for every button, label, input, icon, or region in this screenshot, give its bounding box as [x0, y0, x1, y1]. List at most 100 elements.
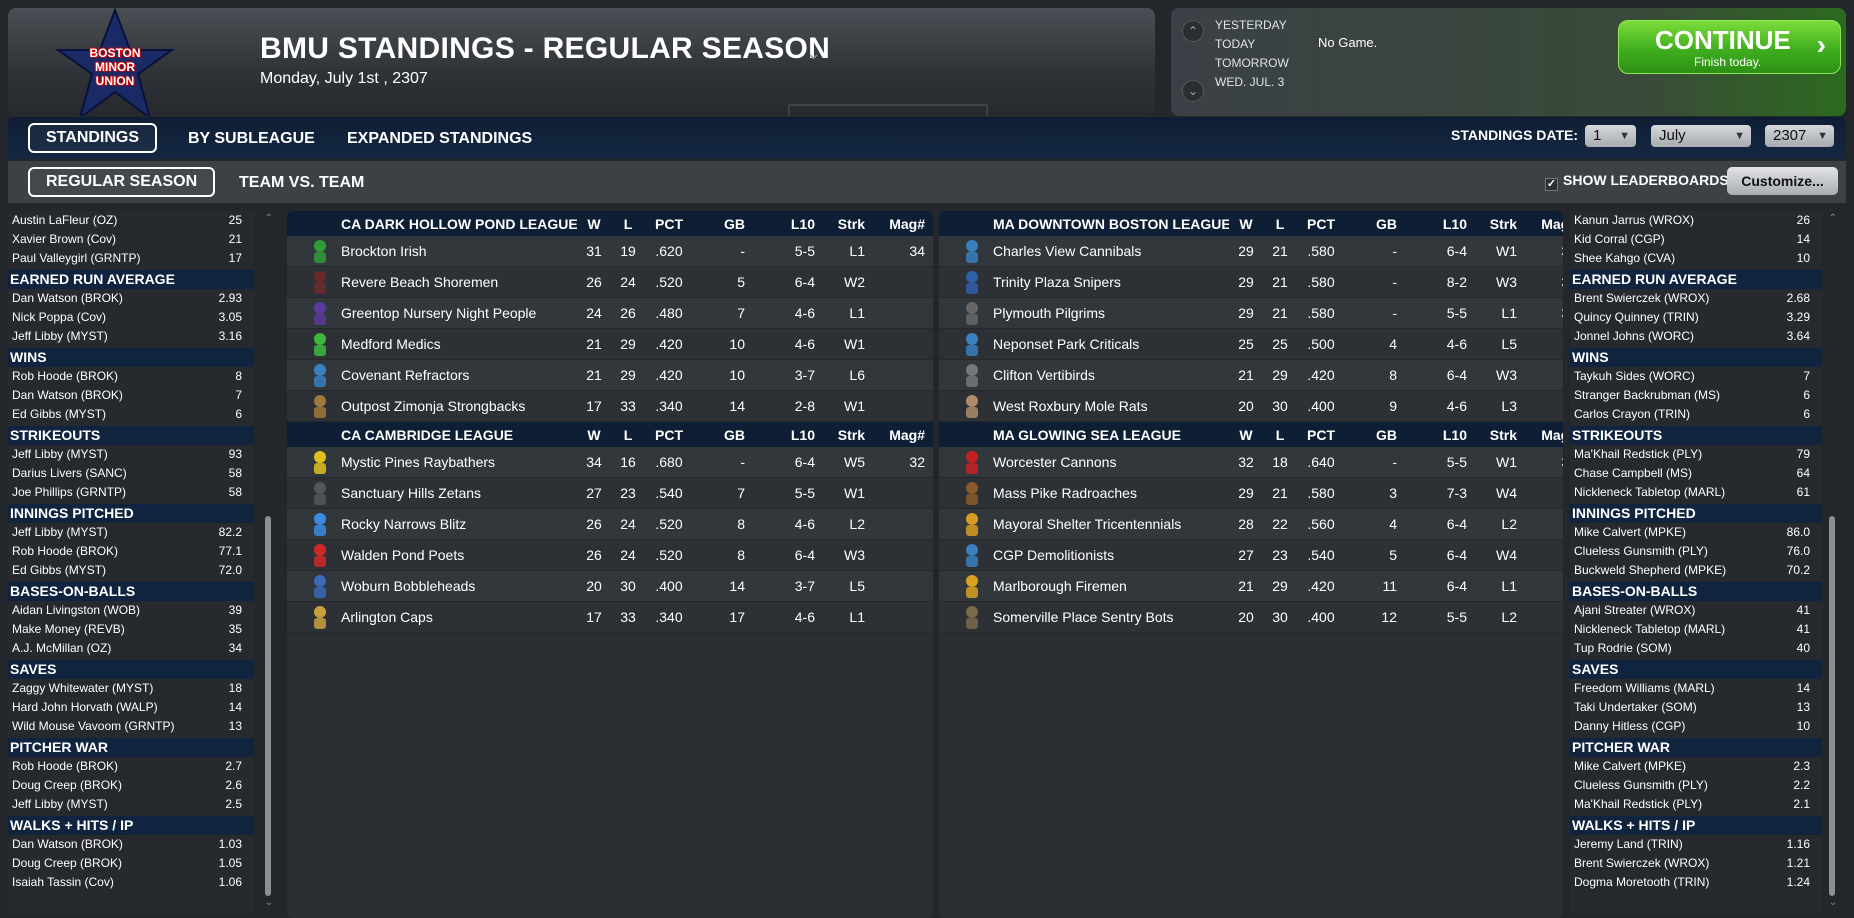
day-yesterday[interactable]: YESTERDAY: [1215, 18, 1287, 32]
team-row[interactable]: West Roxbury Mole Rats 20 30 .400 9 4-6 L3: [939, 391, 1563, 422]
leaderboard-row[interactable]: Buckweld Shepherd (MPKE) 70.2: [1570, 561, 1822, 580]
header-pct[interactable]: PCT: [1307, 426, 1335, 443]
team-row[interactable]: Revere Beach Shoremen 26 24 .520 5 6-4 W2: [287, 267, 933, 298]
tab-regular-season[interactable]: REGULAR SEASON: [28, 167, 216, 197]
header-w[interactable]: W: [587, 215, 601, 232]
continue-button[interactable]: CONTINUE Finish today. ›: [1618, 20, 1841, 74]
leaderboard-row[interactable]: Ma'Khail Redstick (PLY) 79: [1570, 445, 1822, 464]
team-name[interactable]: Outpost Zimonja Strongbacks: [341, 398, 526, 414]
leaderboard-row[interactable]: Jeff Libby (MYST) 3.16: [8, 327, 254, 346]
day-next[interactable]: WED. JUL. 3: [1215, 75, 1285, 89]
header-strk[interactable]: Strk: [837, 426, 865, 443]
standings-month-select[interactable]: July ▼: [1651, 125, 1751, 147]
header-pct[interactable]: PCT: [1307, 215, 1335, 232]
leaderboard-row[interactable]: Nick Poppa (Cov) 3.05: [8, 308, 254, 327]
leaderboard-row[interactable]: Clueless Gunsmith (PLY) 76.0: [1570, 542, 1822, 561]
team-row[interactable]: Mayoral Shelter Tricentennials 28 22 .560 4 6…: [939, 509, 1563, 540]
leaderboard-row[interactable]: Jonnel Johns (WORC) 3.64: [1570, 327, 1822, 346]
leaderboard-row[interactable]: Wild Mouse Vavoom (GRNTP) 13: [8, 717, 254, 736]
header-l10[interactable]: L10: [790, 215, 815, 232]
tab-expanded-standings[interactable]: EXPANDED STANDINGS: [347, 130, 533, 147]
leaderboard-row[interactable]: Nickleneck Tabletop (MARL) 41: [1570, 620, 1822, 639]
team-name[interactable]: Sanctuary Hills Zetans: [341, 485, 482, 501]
team-name[interactable]: Neponset Park Criticals: [993, 336, 1140, 352]
team-row[interactable]: Charles View Cannibals 29 21 .580 - 6-4 W139: [939, 236, 1563, 267]
leaderboard-row[interactable]: Ed Gibbs (MYST) 6: [8, 405, 254, 424]
team-row[interactable]: Arlington Caps 17 33 .340 17 4-6 L1: [287, 602, 933, 633]
leaderboard-row[interactable]: A.J. McMillan (OZ) 34: [8, 639, 254, 658]
team-row[interactable]: Covenant Refractors 21 29 .420 10 3-7 L6: [287, 360, 933, 391]
checkbox-checked-icon[interactable]: ✓: [1545, 178, 1558, 191]
team-row[interactable]: Somerville Place Sentry Bots 20 30 .400 12 5-…: [939, 602, 1563, 633]
team-row[interactable]: Walden Pond Poets 26 24 .520 8 6-4 W3: [287, 540, 933, 571]
team-name[interactable]: Marlborough Firemen: [993, 578, 1127, 594]
leaderboard-row[interactable]: Paul Valleygirl (GRNTP) 17: [8, 249, 254, 268]
header-gb[interactable]: GB: [724, 426, 745, 443]
scroll-up-icon[interactable]: ⌃: [264, 213, 274, 224]
leaderboard-row[interactable]: Doug Creep (BROK) 1.05: [8, 854, 254, 873]
team-row[interactable]: Medford Medics 21 29 .420 10 4-6 W1: [287, 329, 933, 360]
day-tomorrow[interactable]: TOMORROW: [1215, 56, 1289, 70]
team-name[interactable]: Trinity Plaza Snipers: [993, 274, 1121, 290]
team-name[interactable]: Worcester Cannons: [993, 454, 1117, 470]
leaderboard-row[interactable]: Jeff Libby (MYST) 2.5: [8, 795, 254, 814]
title-dropdown-chevron-icon[interactable]: ⌄: [806, 43, 822, 63]
header-w[interactable]: W: [1239, 426, 1253, 443]
header-strk[interactable]: Strk: [837, 215, 865, 232]
team-row[interactable]: Greentop Nursery Night People 24 26 .480 7 4-…: [287, 298, 933, 329]
leaderboard-row[interactable]: Aidan Livingston (WOB) 39: [8, 601, 254, 620]
leaderboard-row[interactable]: Dan Watson (BROK) 7: [8, 386, 254, 405]
leaderboard-row[interactable]: Joe Phillips (GRNTP) 58: [8, 483, 254, 502]
leaderboard-row[interactable]: Kanun Jarrus (WROX) 26: [1570, 211, 1822, 230]
leaderboard-row[interactable]: Doug Creep (BROK) 2.6: [8, 776, 254, 795]
team-name[interactable]: Somerville Place Sentry Bots: [993, 609, 1174, 625]
team-name[interactable]: Mass Pike Radroaches: [993, 485, 1137, 501]
leaderboard-row[interactable]: Stranger Backrubman (MS) 6: [1570, 386, 1822, 405]
team-name[interactable]: West Roxbury Mole Rats: [993, 398, 1148, 414]
team-name[interactable]: Arlington Caps: [341, 609, 433, 625]
leaderboard-row[interactable]: Taki Undertaker (SOM) 13: [1570, 698, 1822, 717]
team-name[interactable]: Rocky Narrows Blitz: [341, 516, 467, 532]
tab-standings[interactable]: STANDINGS: [28, 123, 158, 153]
tab-team-vs-team[interactable]: TEAM VS. TEAM: [239, 174, 365, 191]
header-l[interactable]: L: [623, 426, 633, 443]
team-name[interactable]: Revere Beach Shoremen: [341, 274, 499, 290]
leaderboard-row[interactable]: Brent Swierczek (WROX) 1.21: [1570, 854, 1822, 873]
team-name[interactable]: Clifton Vertibirds: [993, 367, 1095, 383]
leaderboard-row[interactable]: Ed Gibbs (MYST) 72.0: [8, 561, 254, 580]
standings-day-select[interactable]: 1 ▼: [1585, 125, 1636, 147]
leaderboard-row[interactable]: Isaiah Tassin (Cov) 1.06: [8, 873, 254, 892]
header-mag[interactable]: Mag#: [889, 426, 925, 443]
leaderboard-row[interactable]: Taykuh Sides (WORC) 7: [1570, 367, 1822, 386]
team-name[interactable]: Mystic Pines Raybathers: [341, 454, 496, 470]
leaderboard-row[interactable]: Quincy Quinney (TRIN) 3.29: [1570, 308, 1822, 327]
leaderboard-row[interactable]: Make Money (REVB) 35: [8, 620, 254, 639]
leaderboard-row[interactable]: Ma'Khail Redstick (PLY) 2.1: [1570, 795, 1822, 814]
team-row[interactable]: Mass Pike Radroaches 29 21 .580 3 7-3 W4: [939, 478, 1563, 509]
leaderboard-row[interactable]: Carlos Crayon (TRIN) 6: [1570, 405, 1822, 424]
show-leaderboards-toggle[interactable]: ✓ SHOW LEADERBOARDS: [1545, 172, 1729, 191]
leaderboard-row[interactable]: Dan Watson (BROK) 1.03: [8, 835, 254, 854]
customize-button[interactable]: Customize...: [1727, 167, 1838, 195]
left-leaderboard-scrollbar[interactable]: ⌃ ⌄: [262, 211, 276, 914]
day-today[interactable]: TODAY: [1215, 37, 1256, 51]
team-row[interactable]: CGP Demolitionists 27 23 .540 5 6-4 W4: [939, 540, 1563, 571]
leaderboard-row[interactable]: Dogma Moretooth (TRIN) 1.24: [1570, 873, 1822, 892]
scrollbar-thumb[interactable]: [1829, 516, 1835, 896]
leaderboard-row[interactable]: Kid Corral (CGP) 14: [1570, 230, 1822, 249]
leaderboard-row[interactable]: Brent Swierczek (WROX) 2.68: [1570, 289, 1822, 308]
scroll-down-icon[interactable]: ⌄: [264, 897, 274, 908]
leaderboard-row[interactable]: Mike Calvert (MPKE) 2.3: [1570, 757, 1822, 776]
team-name[interactable]: Medford Medics: [341, 336, 441, 352]
header-l10[interactable]: L10: [1442, 215, 1467, 232]
header-gb[interactable]: GB: [724, 215, 745, 232]
header-mag[interactable]: Mag#: [1541, 215, 1563, 232]
header-mag[interactable]: Mag#: [1541, 426, 1563, 443]
leaderboard-row[interactable]: Chase Campbell (MS) 64: [1570, 464, 1822, 483]
day-up-arrow-icon[interactable]: ⌃: [1182, 20, 1204, 42]
header-l10[interactable]: L10: [790, 426, 815, 443]
leaderboard-row[interactable]: Dan Watson (BROK) 2.93: [8, 289, 254, 308]
tab-by-subleague[interactable]: BY SUBLEAGUE: [188, 130, 315, 147]
leaderboard-row[interactable]: Clueless Gunsmith (PLY) 2.2: [1570, 776, 1822, 795]
leaderboard-row[interactable]: Zaggy Whitewater (MYST) 18: [8, 679, 254, 698]
